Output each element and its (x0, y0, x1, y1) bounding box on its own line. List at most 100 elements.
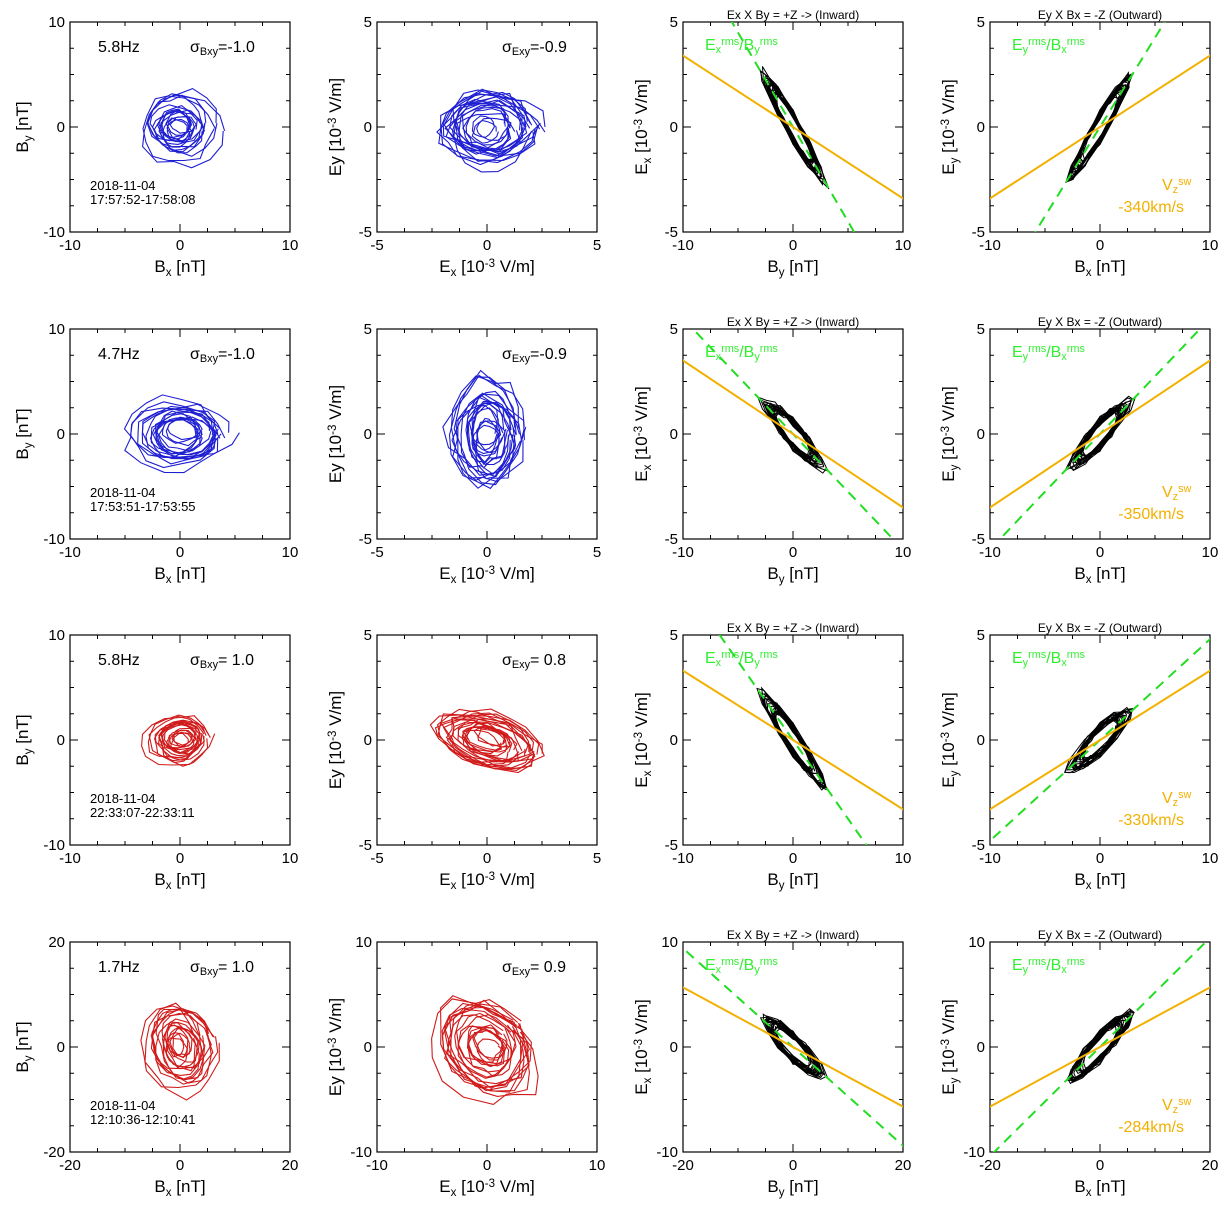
y-tick-label: -20 (43, 1144, 65, 1161)
x-tick-label: -5 (370, 850, 383, 867)
y-tick-label: 0 (670, 426, 678, 443)
y-axis-label: By [nT] (13, 101, 35, 152)
x-tick-label: 0 (483, 544, 491, 561)
y-tick-label: 5 (977, 14, 985, 31)
hodogram-loop (471, 424, 501, 457)
hodogram-loop (457, 1025, 510, 1078)
y-tick-label: 0 (57, 732, 65, 749)
rms-ratio-label: Exrms/Byrms (705, 649, 778, 669)
hodogram-loops (442, 369, 527, 490)
ey-bx-loop (1082, 411, 1118, 458)
panel-ey-bx-row-3: -10 0 10 -5 0 5 Ey X Bx = -Z (Outward) Eyrms/Bx… (939, 621, 1219, 892)
ex-by-loop (763, 403, 821, 465)
hodogram-loop (462, 106, 511, 151)
sigma-e-label: σExy= 0.8 (502, 652, 566, 671)
y-tick-label: -5 (665, 224, 678, 241)
hodogram-loop (446, 721, 513, 763)
hodogram-loop (156, 109, 193, 141)
y-tick-label: -5 (972, 837, 985, 854)
x-tick-label: 0 (1096, 237, 1104, 254)
ey-bx-loops (1065, 1008, 1135, 1085)
vsw-speed-label: -350km/s (1118, 506, 1184, 523)
x-tick-label: -5 (370, 237, 383, 254)
hodogram-loop (453, 91, 540, 158)
hodogram-loop (154, 723, 199, 764)
hodogram-loop (465, 392, 512, 469)
y-axis-label: Ey [10-3 V/m] (939, 692, 961, 787)
y-tick-label: 5 (977, 321, 985, 338)
hodogram-loops (429, 708, 545, 774)
hodogram-loop (440, 995, 524, 1089)
hodogram-loop (141, 715, 216, 766)
hodogram-loop (436, 102, 546, 162)
date-label: 2018-11-04 (90, 178, 156, 193)
hodogram-loop (155, 410, 201, 455)
hodogram-loop (456, 1012, 513, 1073)
hodogram-loop (163, 720, 199, 754)
x-tick-label: 5 (593, 544, 601, 561)
x-tick-label: -5 (370, 544, 383, 561)
y-tick-label: 5 (364, 321, 372, 338)
x-tick-label: 10 (589, 1157, 606, 1174)
panel-ex-by-row-1: -10 0 10 -5 0 5 Ex X By = +Z -> (Inward) Exrms/… (632, 8, 912, 279)
y-axis-label: Ex [10-3 V/m] (632, 79, 654, 174)
x-tick-label: 0 (483, 850, 491, 867)
y-axis-label: Ey [10-3 V/m] (326, 78, 345, 176)
vsw-line (683, 54, 903, 200)
date-label: 2018-11-04 (90, 1098, 156, 1113)
x-tick-label: 20 (895, 1157, 912, 1174)
x-tick-label: -10 (672, 544, 694, 561)
panel-ey-bx-row-2: -10 0 10 -5 0 5 Ey X Bx = -Z (Outward) Eyrms/Bx… (939, 315, 1218, 586)
ex-by-loop (756, 687, 829, 791)
hodogram-loop (438, 94, 541, 164)
vsw-speed-label: -284km/s (1118, 1119, 1184, 1136)
hodogram-loop (471, 119, 499, 144)
x-tick-label: 0 (483, 237, 491, 254)
hodogram-loop (165, 732, 189, 750)
hodogram-loop (475, 420, 506, 466)
x-tick-label: -10 (979, 237, 1001, 254)
hodogram-loop (165, 1037, 189, 1068)
date-label: 2018-11-04 (90, 485, 156, 500)
x-tick-label: 10 (282, 850, 299, 867)
frequency-label: 1.7Hz (98, 959, 140, 976)
x-tick-label: 10 (1202, 850, 1219, 867)
hodogram-loop (471, 407, 502, 446)
y-tick-label: 0 (670, 732, 678, 749)
hodogram-loop (141, 405, 216, 461)
sigma-e-label: σExy=-0.9 (502, 39, 567, 58)
rms-ratio-label: Eyrms/Bxrms (1012, 956, 1085, 976)
hodogram-loop (467, 404, 499, 463)
y-tick-label: -5 (359, 224, 372, 241)
vsw-line (990, 669, 1210, 811)
y-axis-label: Ey [10-3 V/m] (326, 998, 345, 1096)
panel-title: Ex X By = +Z -> (Inward) (727, 928, 859, 942)
hodogram-loop (429, 714, 534, 770)
x-tick-label: 5 (593, 237, 601, 254)
x-tick-label: -10 (59, 544, 81, 561)
hodogram-loop (448, 376, 517, 490)
rms-ratio-label: Eyrms/Bxrms (1012, 649, 1085, 669)
x-tick-label: -20 (979, 1157, 1001, 1174)
y-tick-label: 0 (977, 1039, 985, 1056)
vsw-speed-label: -340km/s (1118, 199, 1184, 216)
y-axis-label: By [nT] (13, 408, 35, 459)
x-tick-label: 0 (1096, 544, 1104, 561)
hodogram-loop (152, 412, 203, 455)
hodogram-loop (476, 1038, 505, 1067)
x-tick-label: -10 (672, 850, 694, 867)
rms-ratio-line (730, 22, 856, 232)
x-axis-label: Ex [10-3 V/m] (439, 257, 534, 279)
hodogram-loop (145, 408, 216, 465)
panel-e-hodogram-row-2: -5 0 5 -5 0 5 σExy=-0.9 Ex [10-3 V/m] Ey [10-3 V… (326, 321, 601, 586)
vsw-speed-label: -330km/s (1118, 812, 1184, 829)
x-tick-label: 10 (895, 237, 912, 254)
vsw-label: Vzsw (1162, 1096, 1192, 1116)
x-axis-label: By [nT] (767, 257, 818, 279)
hodogram-loop (441, 1006, 522, 1088)
hodogram-loop (461, 729, 502, 755)
y-tick-label: 0 (57, 1039, 65, 1056)
y-axis-label: By [nT] (13, 714, 35, 765)
hodogram-loop (467, 1027, 504, 1063)
